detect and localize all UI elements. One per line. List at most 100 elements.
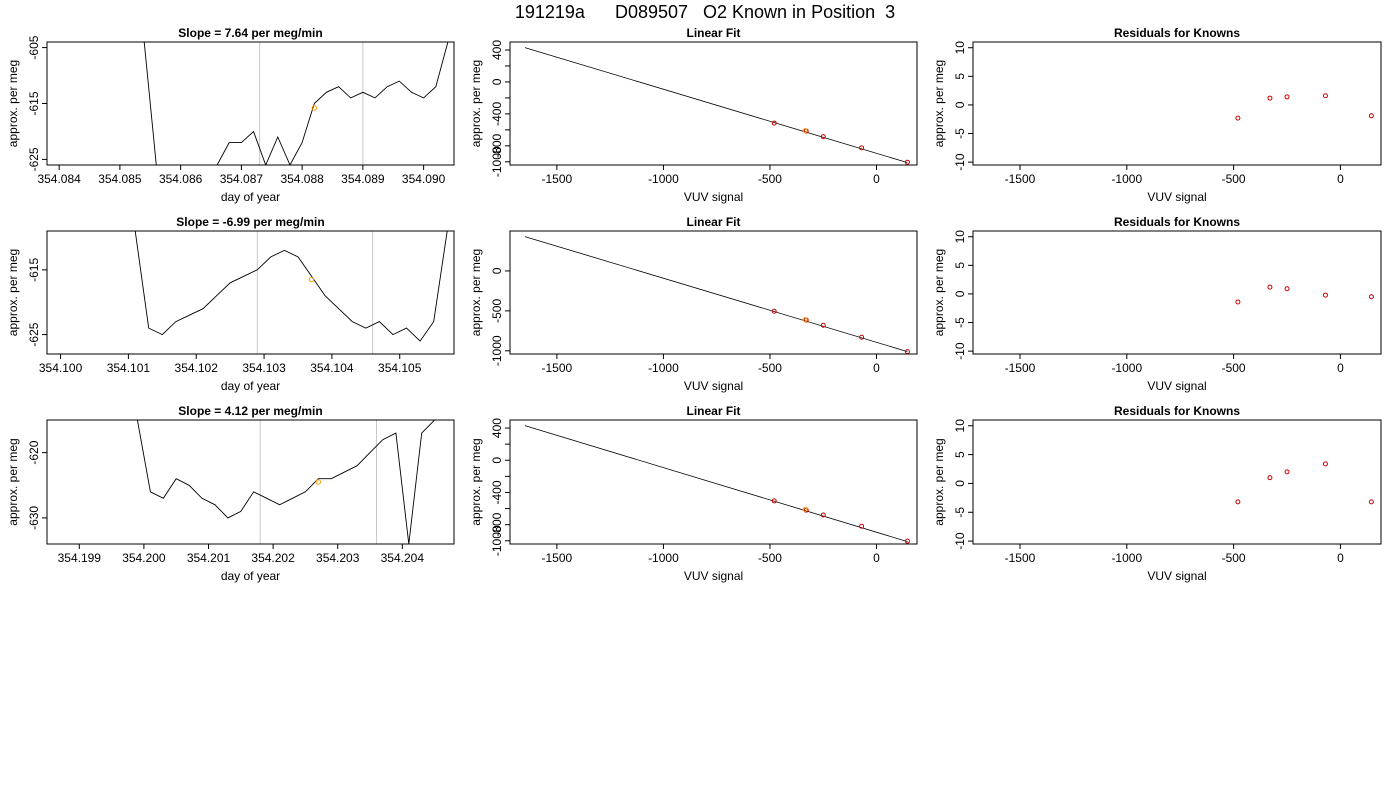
x-tick-label: 354.103 <box>242 361 286 375</box>
data-point <box>820 512 826 518</box>
chart-panel-7: Residuals for Knowns -1500 -1000 -500 0 10 5 0 -… <box>932 26 1382 204</box>
chart-panel-2: Slope = -6.99 per meg/min 354.100 354.101 3… <box>6 215 455 393</box>
data-point <box>1235 499 1241 505</box>
y-tick-label: -630 <box>27 506 41 530</box>
highlight-marker <box>311 105 317 111</box>
data-point <box>859 334 865 340</box>
plot-content <box>1235 461 1374 505</box>
x-axis-label: day of year <box>221 190 280 204</box>
highlight-marker <box>315 479 322 485</box>
data-point <box>859 523 865 529</box>
fit-line <box>524 47 908 163</box>
x-tick-label: 354.084 <box>37 172 81 186</box>
x-axis-label: VUV signal <box>684 569 743 583</box>
x-tick-label: -1000 <box>1111 172 1142 186</box>
y-axis-label: approx. per meg <box>469 60 483 147</box>
y-tick-label: -800 <box>490 134 504 158</box>
plot-frame <box>972 419 1382 545</box>
x-tick-label: 0 <box>873 551 880 565</box>
y-tick-label: -1000 <box>490 525 504 556</box>
panel-title: Linear Fit <box>686 215 740 229</box>
data-point <box>1284 286 1290 292</box>
plot-content <box>524 47 910 165</box>
x-tick-label: 354.204 <box>381 551 425 565</box>
chart-panel-4: Linear Fit-1500 -1000 -500 04000-400-800-10… <box>469 26 918 204</box>
x-tick-label: 354.202 <box>251 551 295 565</box>
data-point <box>1322 93 1328 99</box>
y-tick-label: -5 <box>953 128 967 139</box>
x-tick-label: -500 <box>1222 361 1246 375</box>
panel-title: Residuals for Knowns <box>1114 404 1240 418</box>
panel-title: Slope = 7.64 per meg/min <box>178 26 322 40</box>
y-tick-label: -10 <box>953 532 967 550</box>
y-tick-label: 5 <box>953 262 967 269</box>
x-axis-label: VUV signal <box>1147 569 1206 583</box>
y-tick-label: 10 <box>953 230 967 244</box>
data-point <box>1235 115 1241 121</box>
x-tick-label: -500 <box>758 551 782 565</box>
plot-frame <box>46 230 455 355</box>
data-point <box>1267 284 1273 290</box>
x-tick-label: -500 <box>1222 172 1246 186</box>
data-point <box>771 498 777 504</box>
x-tick-label: 354.105 <box>378 361 422 375</box>
y-axis-label: approx. per meg <box>469 249 483 336</box>
y-tick-label: 0 <box>953 101 967 108</box>
data-point <box>1235 299 1241 305</box>
x-tick-label: -1000 <box>648 172 679 186</box>
data-point <box>904 538 910 544</box>
plot-frame <box>509 41 918 166</box>
plot-content <box>1235 93 1374 121</box>
x-tick-label: 354.102 <box>175 361 219 375</box>
data-point <box>771 120 777 126</box>
x-tick-label: 0 <box>1337 172 1344 186</box>
panel-title: Residuals for Knowns <box>1114 26 1240 40</box>
plot-frame <box>509 230 918 355</box>
x-tick-label: 354.088 <box>280 172 324 186</box>
chart-panel-6: Linear Fit-1500 -1000 -500 04000-400-800-10… <box>469 404 918 583</box>
series-line <box>136 420 435 544</box>
x-tick-label: -1000 <box>1111 361 1142 375</box>
y-tick-label: -400 <box>490 480 504 504</box>
x-tick-label: 354.200 <box>122 551 166 565</box>
y-tick-label: -625 <box>27 322 41 346</box>
x-tick-label: -1000 <box>1111 551 1142 565</box>
y-axis-label: approx. per meg <box>6 438 20 525</box>
series-line <box>134 231 448 342</box>
x-tick-label: 354.104 <box>310 361 354 375</box>
y-tick-label: -1000 <box>490 146 504 177</box>
x-tick-label: -1500 <box>542 172 573 186</box>
x-axis-label: day of year <box>221 569 280 583</box>
x-axis-label: VUV signal <box>684 190 743 204</box>
x-tick-label: 354.203 <box>316 551 360 565</box>
x-tick-label: 354.090 <box>402 172 446 186</box>
x-tick-label: 354.100 <box>39 361 83 375</box>
panel-title: Residuals for Knowns <box>1114 215 1240 229</box>
data-point <box>1284 469 1290 475</box>
y-tick-label: -5 <box>953 317 967 328</box>
y-tick-label: -5 <box>953 507 967 518</box>
plot-content <box>134 231 448 342</box>
y-axis-label: approx. per meg <box>932 60 946 147</box>
data-point <box>802 128 808 134</box>
data-point <box>820 322 826 328</box>
y-tick-label: -620 <box>27 440 41 464</box>
x-tick-label: -1500 <box>1005 551 1036 565</box>
plot-content <box>524 425 910 544</box>
chart-panel-8: Residuals for Knowns -1500 -1000 -500 0 10 5 0 -… <box>932 215 1382 393</box>
x-tick-label: 0 <box>1337 551 1344 565</box>
x-axis-label: VUV signal <box>1147 190 1206 204</box>
figure-title: 191219a D089507 O2 Known in Position 3 <box>515 2 895 22</box>
panel-title: Linear Fit <box>686 26 740 40</box>
data-point <box>859 145 865 151</box>
y-tick-label: 0 <box>953 290 967 297</box>
y-tick-label: 5 <box>953 451 967 458</box>
x-axis-label: day of year <box>221 379 280 393</box>
y-tick-label: 0 <box>490 267 504 274</box>
data-point <box>1368 294 1374 300</box>
data-point <box>1368 499 1374 505</box>
x-tick-label: 0 <box>873 361 880 375</box>
y-tick-label: 0 <box>953 480 967 487</box>
panel-title: Linear Fit <box>686 404 740 418</box>
